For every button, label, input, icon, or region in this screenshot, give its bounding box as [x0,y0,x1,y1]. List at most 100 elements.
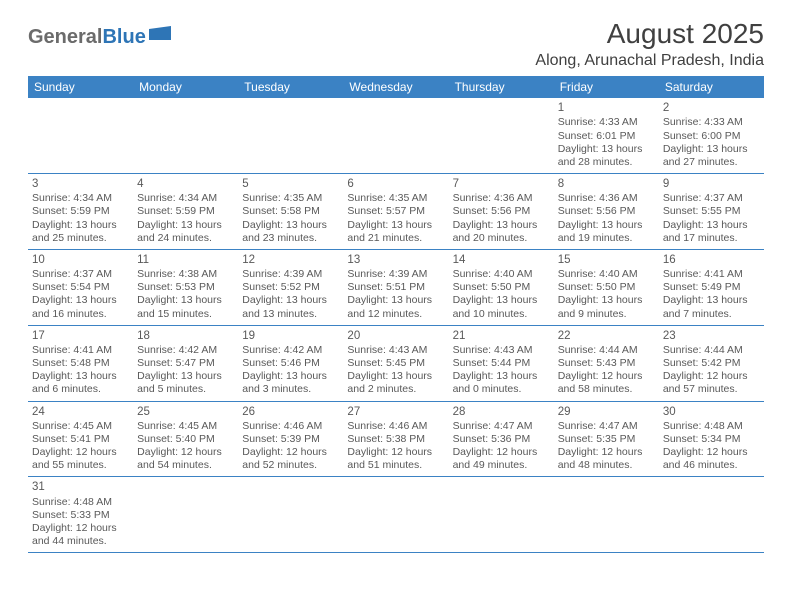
flag-icon [149,26,171,45]
sunset-text: Sunset: 5:59 PM [32,205,129,218]
calendar-cell: 27Sunrise: 4:46 AMSunset: 5:38 PMDayligh… [343,402,448,477]
daylight-text: Daylight: 12 hours and 52 minutes. [242,446,339,472]
sunrise-text: Sunrise: 4:33 AM [663,116,760,129]
calendar-cell: 4Sunrise: 4:34 AMSunset: 5:59 PMDaylight… [133,174,238,249]
sunrise-text: Sunrise: 4:42 AM [242,344,339,357]
calendar-cell: 13Sunrise: 4:39 AMSunset: 5:51 PMDayligh… [343,250,448,325]
sunrise-text: Sunrise: 4:47 AM [558,420,655,433]
sunset-text: Sunset: 5:51 PM [347,281,444,294]
calendar-week: 17Sunrise: 4:41 AMSunset: 5:48 PMDayligh… [28,326,764,402]
calendar-cell [554,477,659,552]
calendar-week: 3Sunrise: 4:34 AMSunset: 5:59 PMDaylight… [28,174,764,250]
calendar-cell: 1Sunrise: 4:33 AMSunset: 6:01 PMDaylight… [554,98,659,173]
day-header: Saturday [659,76,764,98]
daylight-text: Daylight: 13 hours and 25 minutes. [32,219,129,245]
daylight-text: Daylight: 13 hours and 19 minutes. [558,219,655,245]
day-header: Monday [133,76,238,98]
calendar-cell [133,98,238,173]
daylight-text: Daylight: 13 hours and 5 minutes. [137,370,234,396]
calendar-cell: 2Sunrise: 4:33 AMSunset: 6:00 PMDaylight… [659,98,764,173]
calendar-cell: 25Sunrise: 4:45 AMSunset: 5:40 PMDayligh… [133,402,238,477]
sunset-text: Sunset: 5:41 PM [32,433,129,446]
sunrise-text: Sunrise: 4:46 AM [242,420,339,433]
daylight-text: Daylight: 13 hours and 6 minutes. [32,370,129,396]
day-number: 28 [453,405,550,419]
daylight-text: Daylight: 13 hours and 17 minutes. [663,219,760,245]
day-number: 9 [663,177,760,191]
daylight-text: Daylight: 13 hours and 7 minutes. [663,294,760,320]
sunset-text: Sunset: 5:38 PM [347,433,444,446]
day-number: 2 [663,101,760,115]
calendar-cell: 26Sunrise: 4:46 AMSunset: 5:39 PMDayligh… [238,402,343,477]
sunrise-text: Sunrise: 4:35 AM [242,192,339,205]
sunrise-text: Sunrise: 4:47 AM [453,420,550,433]
day-number: 21 [453,329,550,343]
sunset-text: Sunset: 5:34 PM [663,433,760,446]
calendar-cell: 6Sunrise: 4:35 AMSunset: 5:57 PMDaylight… [343,174,448,249]
day-number: 27 [347,405,444,419]
day-header: Wednesday [343,76,448,98]
calendar-cell: 18Sunrise: 4:42 AMSunset: 5:47 PMDayligh… [133,326,238,401]
calendar-week: 24Sunrise: 4:45 AMSunset: 5:41 PMDayligh… [28,402,764,478]
sunset-text: Sunset: 5:46 PM [242,357,339,370]
day-number: 10 [32,253,129,267]
calendar-cell: 22Sunrise: 4:44 AMSunset: 5:43 PMDayligh… [554,326,659,401]
sunrise-text: Sunrise: 4:34 AM [32,192,129,205]
sunrise-text: Sunrise: 4:42 AM [137,344,234,357]
calendar-cell: 20Sunrise: 4:43 AMSunset: 5:45 PMDayligh… [343,326,448,401]
daylight-text: Daylight: 13 hours and 13 minutes. [242,294,339,320]
calendar-cell: 29Sunrise: 4:47 AMSunset: 5:35 PMDayligh… [554,402,659,477]
sunset-text: Sunset: 5:47 PM [137,357,234,370]
day-header: Thursday [449,76,554,98]
sunset-text: Sunset: 5:57 PM [347,205,444,218]
sunset-text: Sunset: 5:53 PM [137,281,234,294]
daylight-text: Daylight: 12 hours and 55 minutes. [32,446,129,472]
daylight-text: Daylight: 13 hours and 24 minutes. [137,219,234,245]
sunset-text: Sunset: 5:52 PM [242,281,339,294]
daylight-text: Daylight: 13 hours and 12 minutes. [347,294,444,320]
title-block: August 2025 Along, Arunachal Pradesh, In… [535,18,764,70]
calendar-cell: 23Sunrise: 4:44 AMSunset: 5:42 PMDayligh… [659,326,764,401]
day-number: 29 [558,405,655,419]
calendar-cell [28,98,133,173]
sunset-text: Sunset: 6:01 PM [558,130,655,143]
sunset-text: Sunset: 5:50 PM [558,281,655,294]
sunset-text: Sunset: 5:59 PM [137,205,234,218]
sunset-text: Sunset: 5:44 PM [453,357,550,370]
daylight-text: Daylight: 12 hours and 44 minutes. [32,522,129,548]
day-number: 22 [558,329,655,343]
sunrise-text: Sunrise: 4:36 AM [453,192,550,205]
calendar-week: 1 Sunrise: 4:33 AM Sunset: 6:01 PMDaylight… [28,98,764,174]
calendar-weeks: 1Sunrise: 4:33 AMSunset: 6:01 PMDaylight… [28,98,764,553]
calendar-cell: 15Sunrise: 4:40 AMSunset: 5:50 PMDayligh… [554,250,659,325]
daylight-text: Daylight: 13 hours and 23 minutes. [242,219,339,245]
calendar-cell: 17Sunrise: 4:41 AMSunset: 5:48 PMDayligh… [28,326,133,401]
sunset-text: Sunset: 5:43 PM [558,357,655,370]
sunrise-text: Sunrise: 4:48 AM [663,420,760,433]
daylight-text: Daylight: 13 hours and 15 minutes. [137,294,234,320]
day-number: 20 [347,329,444,343]
sunrise-text: Sunrise: 4:37 AM [32,268,129,281]
sunrise-text: Sunrise: 4:44 AM [558,344,655,357]
daylight-text: Daylight: 13 hours and 0 minutes. [453,370,550,396]
day-number: 17 [32,329,129,343]
calendar-cell [449,477,554,552]
calendar-cell [133,477,238,552]
daylight-text: Daylight: 13 hours and 28 minutes. [558,143,655,169]
day-number: 26 [242,405,339,419]
daylight-text: Daylight: 12 hours and 48 minutes. [558,446,655,472]
day-number: 1 [558,101,655,115]
sunset-text: Sunset: 6:00 PM [663,130,760,143]
day-number: 18 [137,329,234,343]
sunrise-text: Sunrise: 4:40 AM [453,268,550,281]
daylight-text: Daylight: 12 hours and 51 minutes. [347,446,444,472]
sunrise-text: Sunrise: 4:34 AM [137,192,234,205]
calendar-cell [238,477,343,552]
calendar-cell [449,98,554,173]
calendar-cell [343,98,448,173]
sunrise-text: Sunrise: 4:41 AM [663,268,760,281]
daylight-text: Daylight: 13 hours and 9 minutes. [558,294,655,320]
sunrise-text: Sunrise: 4:38 AM [137,268,234,281]
calendar-cell: 24Sunrise: 4:45 AMSunset: 5:41 PMDayligh… [28,402,133,477]
daylight-text: Daylight: 13 hours and 2 minutes. [347,370,444,396]
